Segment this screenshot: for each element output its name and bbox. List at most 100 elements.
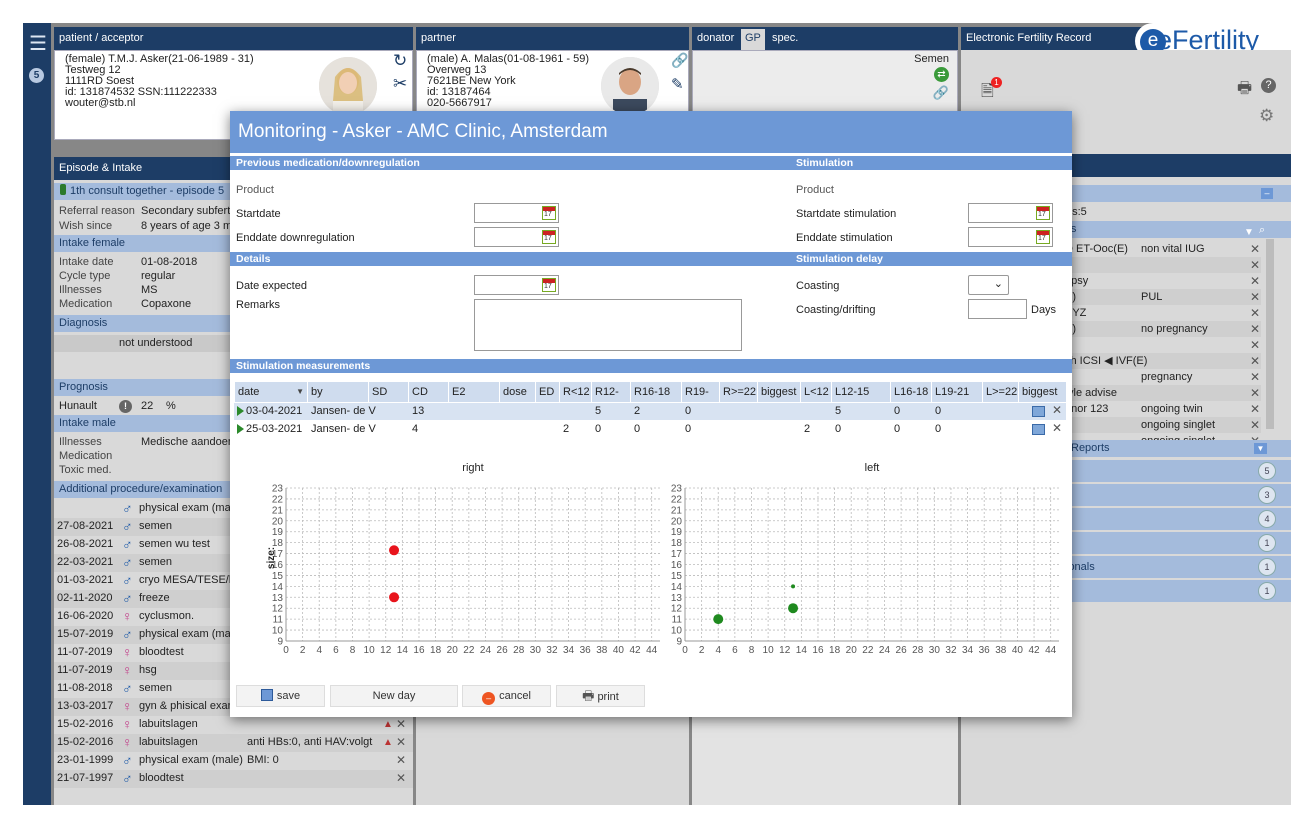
close-icon[interactable]: ✕ <box>396 753 407 767</box>
column-header[interactable]: L16-18 <box>890 382 931 402</box>
enddate-down-input[interactable] <box>474 227 559 247</box>
edit-icon[interactable] <box>1032 424 1045 435</box>
close-icon[interactable]: ✕ <box>1250 370 1261 384</box>
reports-dropdown-icon[interactable]: ▼ <box>1254 443 1267 454</box>
calendar-icon[interactable] <box>542 230 556 244</box>
measurement-row[interactable]: 25-03-2021 Jansen- de V 4 2 0 0 0 2 0 0 0 ✕ <box>234 421 1066 438</box>
column-header[interactable]: L>=22 <box>982 382 1018 402</box>
female-icon: ♀ <box>122 734 133 750</box>
save-button[interactable]: save <box>236 685 325 707</box>
column-header[interactable]: biggest <box>757 382 800 402</box>
close-icon[interactable]: ✕ <box>1250 258 1261 272</box>
procedure-row[interactable]: 15-02-2016 ♀ labuitslagen ▲ ✕ <box>54 716 413 734</box>
measurement-row[interactable]: 03-04-2021 Jansen- de V 13 5 2 0 5 0 0 ✕ <box>234 403 1066 420</box>
close-icon[interactable]: ✕ <box>396 771 407 785</box>
scissors-icon[interactable]: ✂ <box>393 74 408 93</box>
close-icon[interactable]: ✕ <box>1052 403 1063 417</box>
column-header[interactable]: SD <box>368 382 408 402</box>
procedure-name: hsg <box>139 664 157 676</box>
tab-donator[interactable]: donator <box>697 32 735 44</box>
startdate-label: Startdate <box>236 208 281 220</box>
collapse-icon[interactable]: – <box>1261 188 1273 199</box>
procedure-name: freeze <box>139 592 170 604</box>
column-header[interactable]: biggest <box>1018 382 1066 402</box>
document-alert-icon[interactable]: 🗎 <box>981 83 994 100</box>
close-icon[interactable]: ✕ <box>1250 290 1261 304</box>
calendar-icon[interactable] <box>542 206 556 220</box>
semen-ok-icon[interactable]: ⇄ <box>934 67 949 82</box>
x-tick-label: 44 <box>646 645 658 656</box>
enddate-stim-input[interactable] <box>968 227 1053 247</box>
close-icon[interactable]: ✕ <box>1250 386 1261 400</box>
startdate-stim-input[interactable] <box>968 203 1053 223</box>
close-icon[interactable]: ✕ <box>396 717 407 731</box>
refresh-icon[interactable]: ↻ <box>393 51 408 70</box>
hunault-unit: % <box>166 400 176 412</box>
x-tick-label: 42 <box>1029 645 1041 656</box>
search-icon[interactable]: ⌕ <box>1259 224 1266 236</box>
menu-icon[interactable]: ☰ <box>29 33 47 55</box>
column-header[interactable]: dose <box>499 382 535 402</box>
startdate-input[interactable] <box>474 203 559 223</box>
cancel-button[interactable]: ‒ cancel <box>462 685 551 707</box>
male-icon: ♂ <box>122 590 133 606</box>
remarks-textarea[interactable] <box>474 299 742 351</box>
column-header[interactable]: L<12 <box>800 382 831 402</box>
column-header[interactable]: R<12 <box>559 382 591 402</box>
column-header[interactable]: R19-21 <box>681 382 719 418</box>
expand-icon[interactable] <box>237 424 244 434</box>
printer-icon[interactable]: 🖶 <box>1237 80 1253 97</box>
print-button[interactable]: 🖶 print <box>556 685 645 707</box>
pencil-icon[interactable]: ✎ <box>671 76 684 93</box>
close-icon[interactable]: ✕ <box>1250 402 1261 416</box>
link-icon[interactable]: 🔗 <box>932 85 949 100</box>
close-icon[interactable]: ✕ <box>1052 421 1063 435</box>
procedure-row[interactable]: 15-02-2016 ♀ labuitslagen anti HBs:0, anti … <box>54 734 413 752</box>
calendar-icon[interactable] <box>542 278 556 292</box>
procedure-row[interactable]: 23-01-1999 ♂ physical exam (male) BMI: 0 ✕ <box>54 752 413 770</box>
gear-icon[interactable]: ⚙ <box>1259 106 1275 125</box>
y-tick-label: 22 <box>272 494 284 505</box>
help-icon[interactable]: ? <box>1261 78 1276 93</box>
date-expected-input[interactable] <box>474 275 559 295</box>
y-tick-label: 22 <box>671 494 683 505</box>
close-icon[interactable]: ✕ <box>1250 338 1261 352</box>
column-header[interactable]: L19-21 <box>931 382 982 402</box>
close-icon[interactable]: ✕ <box>1250 242 1261 256</box>
female-icon: ♀ <box>122 662 133 678</box>
column-header[interactable]: R16-18 <box>630 382 681 402</box>
close-icon[interactable]: ✕ <box>1250 274 1261 288</box>
edit-icon[interactable] <box>1032 406 1045 417</box>
cell-r1921: 0 <box>685 423 692 435</box>
tab-gp[interactable]: GP <box>741 29 765 50</box>
column-header[interactable]: ED <box>535 382 559 402</box>
column-header[interactable]: CD <box>408 382 448 402</box>
filter-icon[interactable]: ▼ <box>1244 227 1254 238</box>
close-icon[interactable]: ✕ <box>1250 354 1261 368</box>
unlink-icon[interactable]: 🔗 <box>671 52 689 68</box>
close-icon[interactable]: ✕ <box>1250 322 1261 336</box>
x-tick-label: 16 <box>413 645 425 656</box>
close-icon[interactable]: ✕ <box>1250 418 1261 432</box>
coasting-days-input[interactable] <box>968 299 1027 319</box>
expand-icon[interactable] <box>237 406 244 416</box>
close-icon[interactable]: ✕ <box>396 735 407 749</box>
calendar-icon[interactable] <box>1036 206 1050 220</box>
procedure-row[interactable]: 21-07-1997 ♂ bloodtest ✕ <box>54 770 413 788</box>
column-header[interactable]: R12-15 <box>591 382 630 418</box>
column-header[interactable]: date ▼ <box>234 382 307 402</box>
y-tick-label: 21 <box>272 505 284 516</box>
scrollbar[interactable] <box>1266 239 1274 429</box>
tab-spec[interactable]: spec. <box>772 32 799 44</box>
column-header[interactable]: R>=22 <box>719 382 757 402</box>
calendar-icon[interactable] <box>1036 230 1050 244</box>
close-icon[interactable]: ✕ <box>1250 306 1261 320</box>
column-header[interactable]: by <box>307 382 368 402</box>
column-header[interactable]: E2 <box>448 382 499 402</box>
sort-down-icon[interactable]: ▼ <box>296 387 304 396</box>
y-tick-label: 17 <box>671 549 683 560</box>
column-header[interactable]: L12-15 <box>831 382 890 402</box>
coasting-select[interactable]: ⌄ <box>968 275 1009 295</box>
notification-badge[interactable]: 5 <box>29 68 44 83</box>
new-day-button[interactable]: New day <box>330 685 458 707</box>
